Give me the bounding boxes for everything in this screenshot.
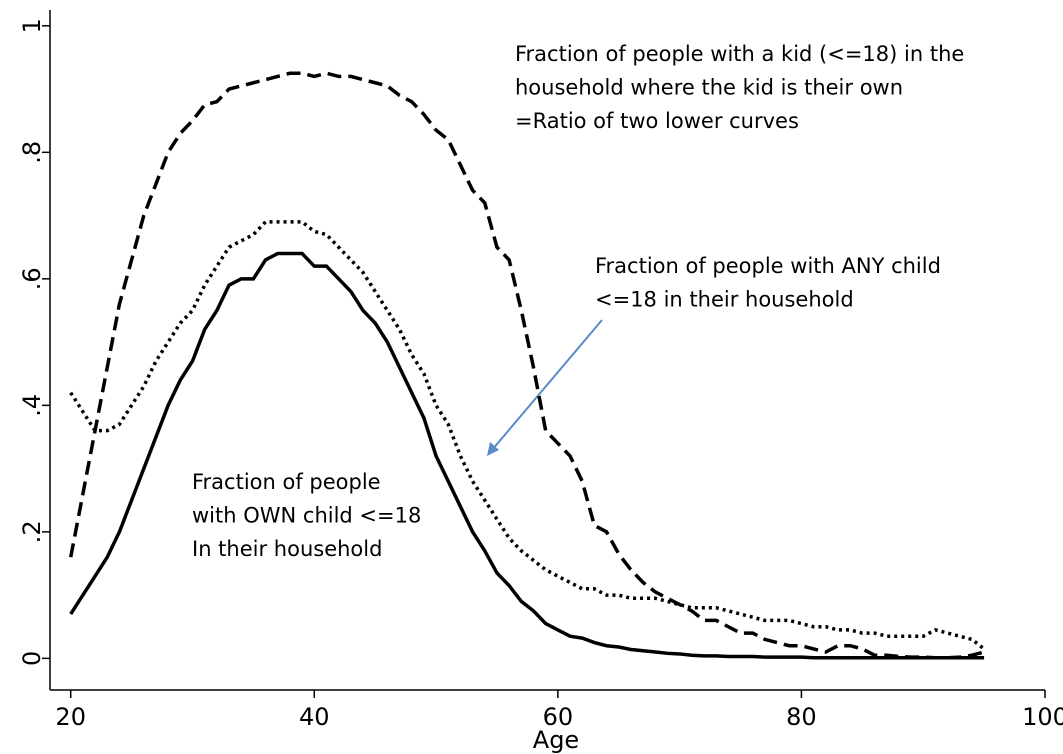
- y-tick-label: .6: [18, 267, 46, 290]
- series-line: [69, 251, 985, 660]
- arrow-head: [487, 442, 499, 456]
- annotation: <=18 in their household: [595, 288, 854, 312]
- x-tick-label: 60: [543, 703, 574, 731]
- y-tick-label: 1: [18, 18, 46, 33]
- x-tick-label: 80: [786, 703, 817, 731]
- annotation-arrow: [491, 319, 603, 451]
- series-line: [69, 220, 986, 651]
- x-tick-label: 40: [299, 703, 330, 731]
- y-tick-label: .8: [18, 141, 46, 164]
- y-tick-label: 0: [18, 651, 46, 666]
- annotation: household where the kid is their own: [515, 76, 903, 100]
- y-tick-label: .4: [18, 394, 46, 417]
- annotation: Fraction of people with a kid (<=18) in …: [515, 42, 964, 66]
- x-tick-label: 20: [55, 703, 86, 731]
- x-axis-label: Age: [533, 726, 579, 754]
- annotation: Fraction of people: [192, 470, 381, 494]
- x-tick-label: 100: [1022, 703, 1063, 731]
- series-line: [68, 71, 985, 660]
- annotation: In their household: [192, 537, 382, 561]
- annotation: Fraction of people with ANY child: [595, 254, 941, 278]
- y-tick-label: .2: [18, 520, 46, 543]
- annotation: =Ratio of two lower curves: [515, 109, 799, 133]
- annotation: with OWN child <=18: [192, 504, 421, 528]
